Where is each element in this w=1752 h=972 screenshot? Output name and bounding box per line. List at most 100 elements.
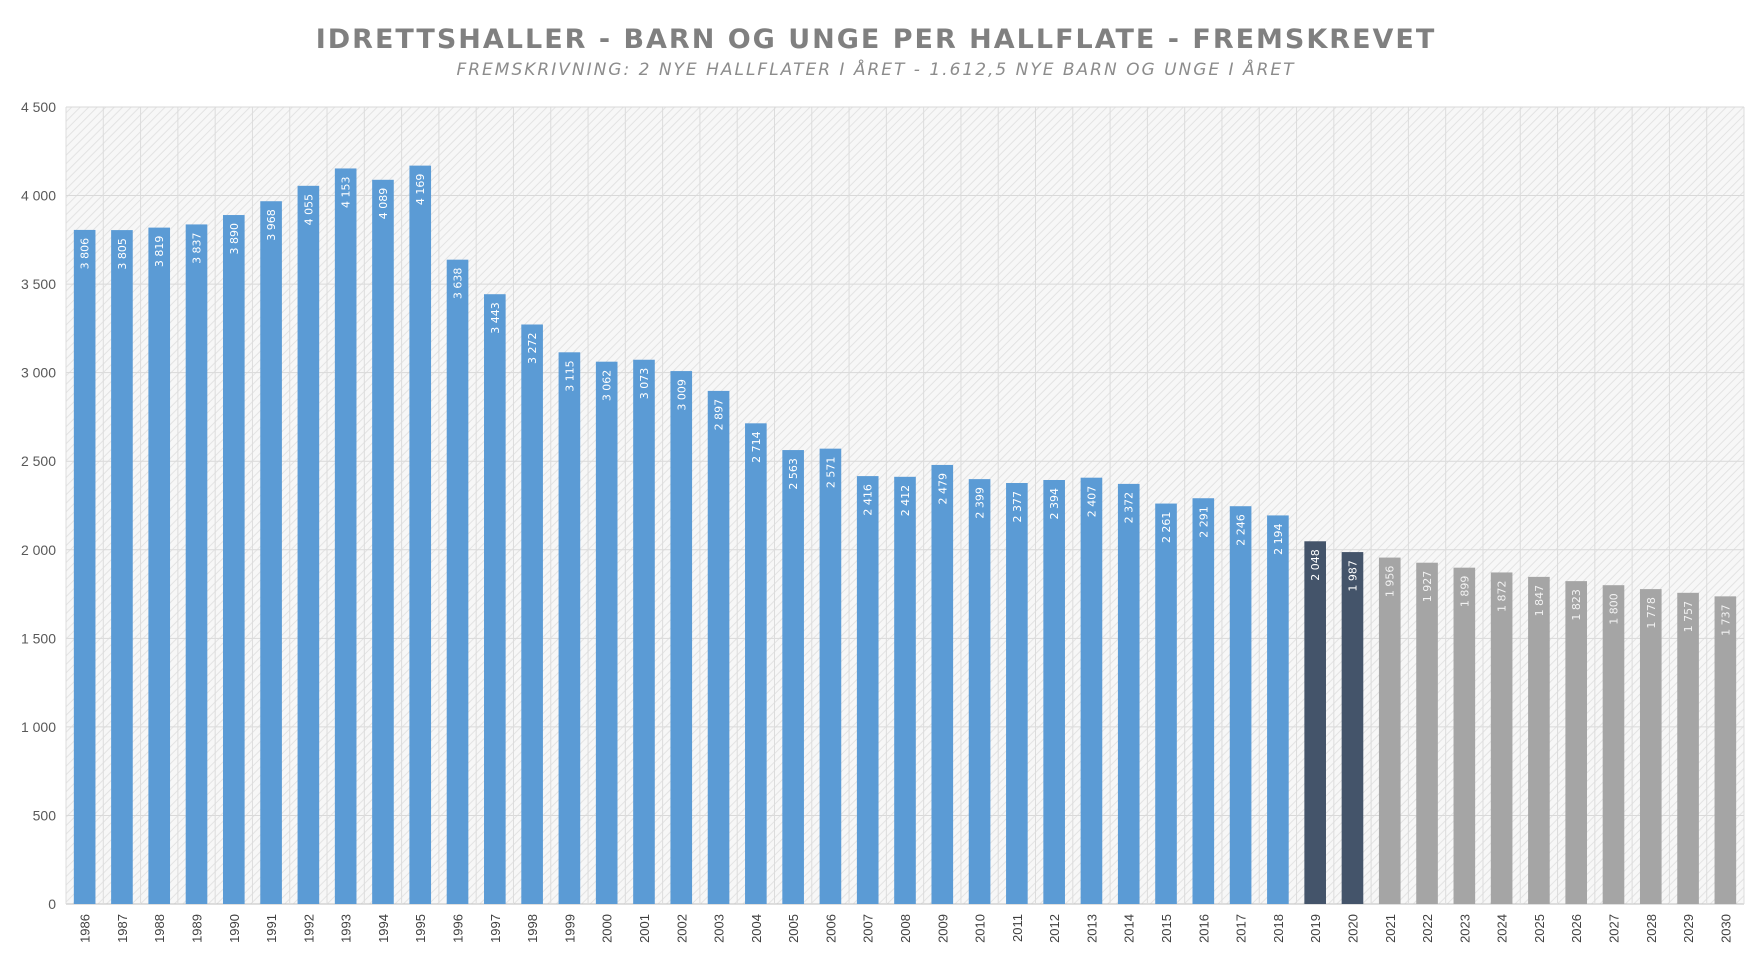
data-label: 3 968 bbox=[265, 209, 278, 241]
bar-2008 bbox=[894, 476, 916, 904]
bar-2003 bbox=[707, 390, 730, 904]
x-tick-label: 2022 bbox=[1420, 914, 1435, 943]
x-tick-label: 2000 bbox=[600, 914, 615, 943]
data-label: 2 407 bbox=[1085, 486, 1098, 518]
bar-2019 bbox=[1304, 541, 1326, 904]
bar-1999 bbox=[558, 352, 581, 904]
y-tick-label: 2 500 bbox=[21, 453, 56, 469]
data-label: 3 073 bbox=[638, 368, 651, 400]
bar-1989 bbox=[185, 224, 208, 904]
bar-2000 bbox=[595, 361, 618, 904]
data-label: 1 778 bbox=[1645, 597, 1658, 629]
bar-1998 bbox=[521, 324, 543, 904]
bars: 3 806 3 805 3 819 3 837 3 890 3 968 4 055 4 153… bbox=[73, 165, 1737, 905]
bar-1994 bbox=[372, 179, 394, 904]
data-label: 2 261 bbox=[1160, 512, 1173, 543]
bar-2030 bbox=[1714, 596, 1737, 904]
x-tick-label: 1988 bbox=[152, 914, 167, 943]
data-label: 1 956 bbox=[1384, 566, 1397, 598]
x-tick-label: 1987 bbox=[115, 914, 130, 943]
x-tick-label: 2019 bbox=[1308, 914, 1323, 943]
bar-1997 bbox=[484, 294, 506, 905]
data-label: 3 890 bbox=[228, 223, 241, 255]
y-tick-label: 1 000 bbox=[21, 719, 56, 735]
bar-1995 bbox=[409, 165, 432, 904]
x-tick-label: 2021 bbox=[1383, 914, 1398, 943]
x-tick-label: 2027 bbox=[1606, 914, 1621, 943]
y-tick-label: 2 000 bbox=[21, 542, 56, 558]
bar-2028 bbox=[1639, 589, 1662, 904]
y-tick-label: 3 000 bbox=[21, 365, 56, 381]
data-label: 4 153 bbox=[340, 176, 353, 208]
bar-2026 bbox=[1565, 581, 1588, 904]
x-tick-label: 2029 bbox=[1681, 914, 1696, 943]
bar-2016 bbox=[1192, 498, 1215, 904]
data-label: 2 479 bbox=[936, 473, 949, 505]
data-label: 3 819 bbox=[153, 236, 166, 268]
data-label: 1 987 bbox=[1346, 560, 1359, 592]
x-tick-label: 1994 bbox=[376, 914, 391, 943]
x-tick-label: 1997 bbox=[488, 914, 503, 943]
x-tick-label: 2018 bbox=[1271, 914, 1286, 943]
x-tick-label: 2004 bbox=[749, 914, 764, 943]
x-tick-label: 2028 bbox=[1644, 914, 1659, 943]
data-label: 3 805 bbox=[116, 238, 129, 270]
bar-2017 bbox=[1229, 506, 1252, 904]
bar-1996 bbox=[446, 259, 469, 904]
bar-2015 bbox=[1155, 503, 1177, 904]
chart-title: IDRETTSHALLER - BARN OG UNGE PER HALLFLA… bbox=[315, 24, 1437, 55]
x-tick-label: 2025 bbox=[1532, 914, 1547, 943]
bar-1992 bbox=[297, 185, 320, 904]
y-axis: 0 500 1 000 1 500 2 000 2 500 3 000 3 500 4 000 4… bbox=[21, 99, 56, 912]
data-label: 1 737 bbox=[1719, 604, 1732, 636]
data-label: 3 837 bbox=[191, 232, 204, 264]
data-label: 2 246 bbox=[1235, 514, 1248, 546]
data-label: 3 638 bbox=[452, 268, 465, 300]
bar-2018 bbox=[1267, 515, 1289, 904]
x-tick-label: 2008 bbox=[898, 914, 913, 943]
bar-2020 bbox=[1341, 552, 1364, 904]
bar-1987 bbox=[111, 230, 133, 904]
x-tick-label: 1992 bbox=[301, 914, 316, 943]
data-label: 2 897 bbox=[713, 399, 726, 431]
x-axis: 1986 1987 1988 1989 1990 1991 1992 1993 1994 1995… bbox=[78, 914, 1734, 943]
data-label: 1 872 bbox=[1496, 580, 1509, 612]
x-tick-label: 2030 bbox=[1718, 914, 1733, 943]
bar-2013 bbox=[1080, 477, 1103, 904]
y-tick-label: 500 bbox=[33, 807, 57, 823]
data-label: 2 377 bbox=[1011, 491, 1024, 523]
x-tick-label: 2014 bbox=[1122, 914, 1137, 943]
data-label: 1 899 bbox=[1458, 576, 1471, 608]
x-tick-label: 2002 bbox=[674, 914, 689, 943]
bar-1990 bbox=[222, 215, 245, 904]
data-label: 2 416 bbox=[862, 484, 875, 516]
x-tick-label: 1996 bbox=[451, 914, 466, 943]
data-label: 4 169 bbox=[414, 174, 427, 206]
data-label: 2 399 bbox=[974, 487, 987, 519]
x-tick-label: 2009 bbox=[935, 914, 950, 943]
bar-2009 bbox=[931, 464, 954, 904]
bar-1991 bbox=[260, 201, 282, 904]
bar-2025 bbox=[1528, 576, 1550, 904]
bar-2024 bbox=[1490, 572, 1513, 904]
x-tick-label: 2024 bbox=[1495, 914, 1510, 943]
x-tick-label: 2001 bbox=[637, 914, 652, 943]
x-tick-label: 1993 bbox=[339, 914, 354, 943]
data-label: 2 291 bbox=[1197, 506, 1210, 537]
x-tick-label: 2011 bbox=[1010, 914, 1025, 942]
bar-2005 bbox=[782, 450, 804, 904]
bar-2010 bbox=[968, 479, 991, 904]
data-label: 2 372 bbox=[1123, 492, 1136, 524]
bar-2014 bbox=[1117, 483, 1140, 904]
data-label: 4 089 bbox=[377, 188, 390, 220]
bar-2012 bbox=[1043, 479, 1065, 904]
bar-1993 bbox=[334, 168, 357, 905]
x-tick-label: 1999 bbox=[562, 914, 577, 943]
x-tick-label: 2003 bbox=[712, 914, 727, 943]
bar-2002 bbox=[670, 371, 693, 905]
x-tick-label: 2007 bbox=[861, 914, 876, 943]
y-tick-label: 0 bbox=[48, 896, 56, 912]
bar-2021 bbox=[1378, 557, 1401, 904]
data-label: 3 062 bbox=[601, 370, 614, 402]
